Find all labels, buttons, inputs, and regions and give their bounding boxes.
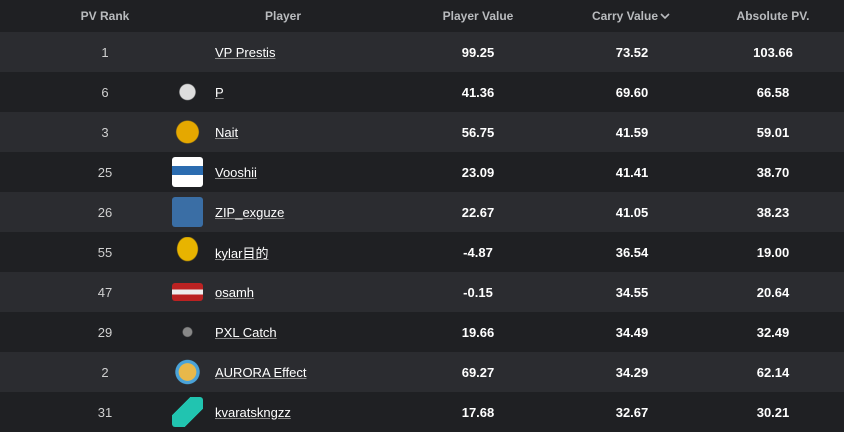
rank: 55 xyxy=(97,244,113,260)
team-logo xyxy=(172,317,203,347)
team-logo xyxy=(172,77,203,107)
player-value: 99.25 xyxy=(461,44,495,60)
sort-icon xyxy=(660,13,670,20)
player-name[interactable]: osamh xyxy=(215,284,255,300)
absolute-pv: 32.49 xyxy=(756,324,790,340)
team-logo xyxy=(172,37,203,67)
player-value: 56.75 xyxy=(461,124,495,140)
carry-value: 41.05 xyxy=(615,204,649,220)
table-row: 29 PXL Catch 19.66 34.49 32.49 xyxy=(0,312,844,352)
absolute-pv: 38.70 xyxy=(756,164,790,180)
rank: 1 xyxy=(101,44,109,60)
player-value: 69.27 xyxy=(461,364,495,380)
rank: 3 xyxy=(101,124,109,140)
table-row: 25 Vooshii 23.09 41.41 38.70 xyxy=(0,152,844,192)
player-name[interactable]: kvaratskngzz xyxy=(215,404,291,420)
carry-value: 69.60 xyxy=(615,84,649,100)
absolute-pv: 30.21 xyxy=(756,404,790,420)
carry-value: 32.67 xyxy=(615,404,649,420)
table-row: 1 VP Prestis 99.25 73.52 103.66 xyxy=(0,32,844,72)
carry-value: 41.41 xyxy=(615,164,649,180)
carry-value: 73.52 xyxy=(615,44,649,60)
header-cell[interactable]: Player xyxy=(264,9,302,23)
absolute-pv: 62.14 xyxy=(756,364,790,380)
player-name[interactable]: ZIP_exguze xyxy=(215,204,285,220)
absolute-pv: 19.00 xyxy=(756,244,790,260)
team-logo xyxy=(172,397,203,427)
team-logo xyxy=(172,237,203,267)
player-name[interactable]: AURORA Effect xyxy=(215,364,307,380)
player-value: -0.15 xyxy=(463,284,493,300)
player-name[interactable]: Vooshii xyxy=(215,164,257,180)
header-text[interactable]: Carry Value xyxy=(591,9,659,23)
player-name[interactable]: Nait xyxy=(215,124,239,140)
table-row: 2 AURORA Effect 69.27 34.29 62.14 xyxy=(0,352,844,392)
carry-value: 34.29 xyxy=(615,364,649,380)
player-name[interactable]: P xyxy=(215,84,224,100)
absolute-pv: 103.66 xyxy=(753,44,793,60)
player-name[interactable]: kylar目的 xyxy=(215,245,269,261)
team-logo xyxy=(172,197,203,227)
player-value: 41.36 xyxy=(461,84,495,100)
rank: 31 xyxy=(97,404,113,420)
carry-value: 41.59 xyxy=(615,124,649,140)
rank: 25 xyxy=(97,164,113,180)
absolute-pv: 38.23 xyxy=(756,204,790,220)
player-value: -4.87 xyxy=(463,244,493,260)
table-row: 47 osamh -0.15 34.55 20.64 xyxy=(0,272,844,312)
player-value: 19.66 xyxy=(461,324,495,340)
header-cell[interactable]: Absolute PV. xyxy=(736,9,810,23)
header-cell[interactable]: PV Rank xyxy=(80,9,130,23)
rank: 47 xyxy=(97,284,113,300)
absolute-pv: 59.01 xyxy=(756,124,790,140)
player-name[interactable]: PXL Catch xyxy=(215,324,277,340)
header-cell[interactable]: Carry Value xyxy=(572,0,692,32)
rank: 29 xyxy=(97,324,113,340)
rank: 2 xyxy=(101,364,109,380)
player-name[interactable]: VP Prestis xyxy=(215,44,276,60)
rank: 26 xyxy=(97,204,113,220)
team-logo xyxy=(172,117,203,147)
table-row: 26 ZIP_exguze 22.67 41.05 38.23 xyxy=(0,192,844,232)
table-header: PV Rank Player Player Value Carry Value … xyxy=(0,0,844,32)
absolute-pv: 20.64 xyxy=(756,284,790,300)
table-row: 3 Nait 56.75 41.59 59.01 xyxy=(0,112,844,152)
header-cell[interactable]: Player Value xyxy=(442,9,514,23)
team-logo xyxy=(172,357,203,387)
carry-value: 36.54 xyxy=(615,244,649,260)
carry-value: 34.49 xyxy=(615,324,649,340)
table-row: 31 kvaratskngzz 17.68 32.67 30.21 xyxy=(0,392,844,432)
team-logo xyxy=(172,283,203,301)
absolute-pv: 66.58 xyxy=(756,84,790,100)
team-logo xyxy=(172,157,203,187)
player-value: 23.09 xyxy=(461,164,495,180)
rank: 6 xyxy=(101,84,109,100)
player-value: 22.67 xyxy=(461,204,495,220)
player-value: 17.68 xyxy=(461,404,495,420)
carry-value: 34.55 xyxy=(615,284,649,300)
table-row: 6 P 41.36 69.60 66.58 xyxy=(0,72,844,112)
table-row: 55 kylar目的 -4.87 36.54 19.00 xyxy=(0,232,844,272)
